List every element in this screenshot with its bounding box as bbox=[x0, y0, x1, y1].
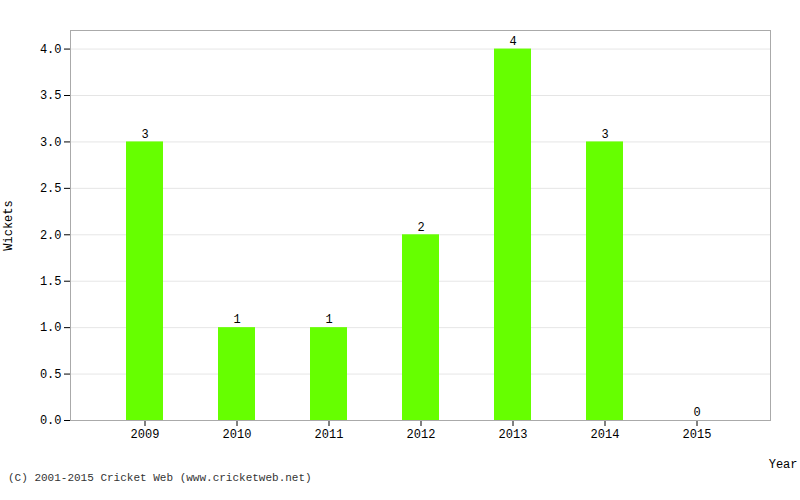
svg-text:2011: 2011 bbox=[315, 428, 344, 442]
svg-text:2012: 2012 bbox=[407, 428, 436, 442]
svg-text:2.5: 2.5 bbox=[40, 182, 62, 196]
svg-text:3.5: 3.5 bbox=[40, 89, 62, 103]
svg-text:3.0: 3.0 bbox=[40, 136, 62, 150]
svg-text:1: 1 bbox=[325, 313, 332, 327]
svg-text:0.5: 0.5 bbox=[40, 368, 62, 382]
svg-text:0.0: 0.0 bbox=[40, 414, 62, 428]
svg-text:2010: 2010 bbox=[223, 428, 252, 442]
svg-text:2009: 2009 bbox=[131, 428, 160, 442]
svg-text:1.0: 1.0 bbox=[40, 321, 62, 335]
svg-text:0: 0 bbox=[693, 406, 700, 420]
svg-text:3: 3 bbox=[141, 128, 148, 142]
svg-text:2014: 2014 bbox=[591, 428, 620, 442]
svg-text:4.0: 4.0 bbox=[40, 43, 62, 57]
svg-text:Year: Year bbox=[769, 458, 798, 471]
svg-text:Wickets: Wickets bbox=[2, 200, 16, 250]
svg-text:2: 2 bbox=[417, 221, 424, 235]
svg-text:2013: 2013 bbox=[499, 428, 528, 442]
html-text:(C) 2001-2015 Cricket Web (www: (C) 2001-2015 Cricket Web (www.cricketwe… bbox=[8, 472, 312, 484]
svg-text:2.0: 2.0 bbox=[40, 229, 62, 243]
svg-text:1: 1 bbox=[233, 313, 240, 327]
svg-text:2015: 2015 bbox=[683, 428, 712, 442]
svg-text:3: 3 bbox=[601, 128, 608, 142]
svg-text:4: 4 bbox=[509, 35, 516, 49]
svg-text:1.5: 1.5 bbox=[40, 275, 62, 289]
